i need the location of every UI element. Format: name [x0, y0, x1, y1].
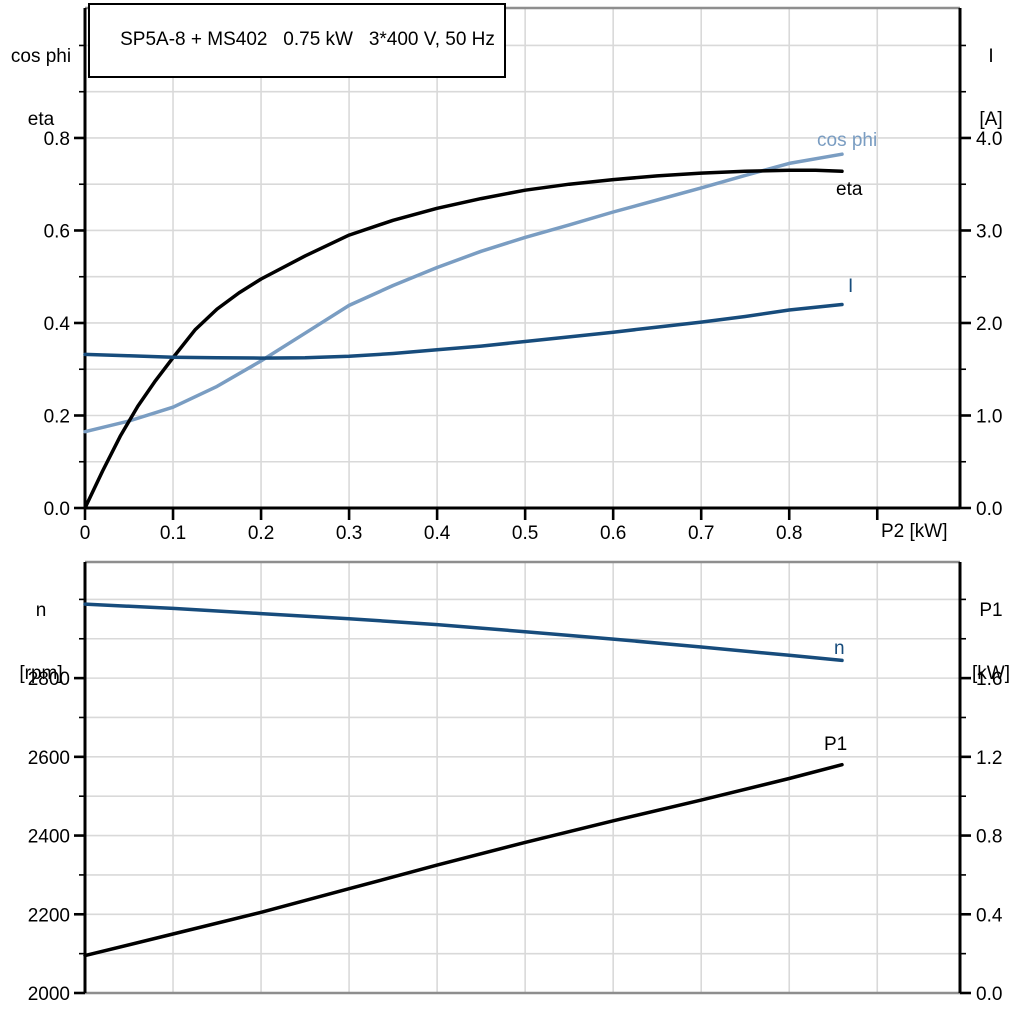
tick-label-x: 0.5 — [512, 523, 538, 544]
curve-label-cos-phi: cos phi — [817, 130, 878, 151]
tick-label-right: 0.0 — [976, 984, 1002, 1005]
top-right-axis-label: I [A] — [962, 4, 1020, 172]
tick-label-right: 0.4 — [976, 905, 1003, 926]
tick-label-left: 0.2 — [44, 406, 70, 427]
tick-label-right: 3.0 — [976, 221, 1002, 242]
tick-label-x: 0 — [80, 523, 91, 544]
axis-label-eta: eta — [27, 109, 55, 130]
tick-label-x: 0.1 — [160, 523, 186, 544]
tick-label-left: 2400 — [28, 827, 70, 848]
tick-label-x: 0.3 — [336, 523, 362, 544]
tick-label-left: 2000 — [28, 984, 70, 1005]
tick-label-right: 2.0 — [976, 314, 1002, 335]
tick-label-left: 2200 — [28, 905, 70, 926]
tick-label-x: 0.7 — [688, 523, 714, 544]
tick-label-x: 0.2 — [248, 523, 274, 544]
axis-label-current: I — [988, 46, 994, 67]
curve-label-p1: P1 — [824, 734, 848, 755]
tick-label-x: 0.4 — [424, 523, 451, 544]
tick-label-x: 0.6 — [600, 523, 626, 544]
tick-label-left: 0.6 — [44, 221, 70, 242]
curve-label-current: I — [848, 276, 854, 297]
tick-label-right: 1.6 — [976, 669, 1002, 690]
curve-label-speed: n — [834, 638, 845, 659]
curve-eta — [83, 168, 844, 510]
chart-title: SP5A-8 + MS402 0.75 kW 3*400 V, 50 Hz — [120, 29, 495, 50]
tick-label-left: 0.0 — [44, 499, 70, 520]
tick-label-right: 0.0 — [976, 499, 1002, 520]
curve-n — [83, 602, 844, 663]
tick-label-right: 1.2 — [976, 748, 1002, 769]
curve-label-eta: eta — [836, 179, 863, 200]
bottom-right-axis-label: P1 [kW] — [962, 558, 1020, 726]
curve-i — [83, 302, 844, 360]
tick-label-left: 0.8 — [44, 129, 70, 150]
axis-label-p1-unit: [kW] — [972, 663, 1010, 684]
bottom-left-axis-label: n [rpm] — [0, 558, 82, 726]
axis-label-speed-unit: [rpm] — [19, 663, 63, 684]
tick-label-left: 0.4 — [44, 314, 71, 335]
tick-label-x: 0.8 — [776, 523, 802, 544]
top-left-axis-label: cos phi eta — [0, 4, 82, 172]
tick-label-left: 2800 — [28, 669, 70, 690]
curve-p1 — [83, 762, 844, 958]
axis-label-speed: n — [35, 600, 47, 621]
curve-cos-phi — [83, 152, 844, 434]
tick-label-right: 0.8 — [976, 827, 1002, 848]
axis-label-cos-phi: cos phi — [10, 46, 72, 67]
x-axis-title: P2 [kW] — [881, 521, 948, 542]
chart-title-box: SP5A-8 + MS402 0.75 kW 3*400 V, 50 Hz — [88, 3, 506, 78]
tick-label-right: 1.0 — [976, 406, 1002, 427]
axis-label-p1: P1 — [979, 600, 1003, 621]
tick-label-right: 4.0 — [976, 129, 1002, 150]
tick-label-left: 2600 — [28, 748, 70, 769]
axis-label-current-unit: [A] — [979, 109, 1003, 130]
